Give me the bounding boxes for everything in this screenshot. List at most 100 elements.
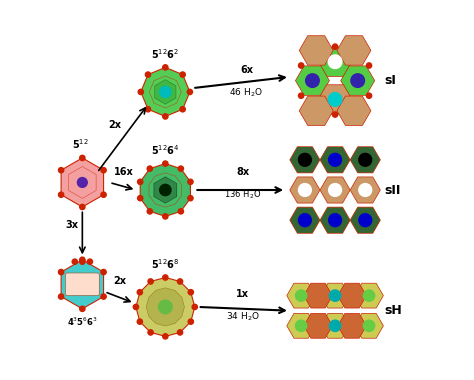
Polygon shape <box>287 283 316 308</box>
Circle shape <box>101 192 106 197</box>
Polygon shape <box>304 314 332 338</box>
Circle shape <box>328 93 342 106</box>
Polygon shape <box>290 207 320 233</box>
Polygon shape <box>350 207 380 233</box>
Circle shape <box>329 320 341 331</box>
Circle shape <box>192 304 197 310</box>
Polygon shape <box>61 260 104 309</box>
Circle shape <box>158 300 172 314</box>
Circle shape <box>328 214 341 226</box>
Polygon shape <box>350 147 380 173</box>
Polygon shape <box>140 164 191 216</box>
Text: 5$^{12}$6$^{8}$: 5$^{12}$6$^{8}$ <box>151 257 180 271</box>
Circle shape <box>137 319 143 324</box>
Polygon shape <box>299 96 333 125</box>
Text: 4$^{3}$5$^{6}$6$^{3}$: 4$^{3}$5$^{6}$6$^{3}$ <box>67 316 98 328</box>
Polygon shape <box>337 314 366 338</box>
Text: 8x: 8x <box>236 167 249 177</box>
Circle shape <box>80 204 85 210</box>
Polygon shape <box>341 66 374 95</box>
Polygon shape <box>290 147 320 173</box>
Circle shape <box>72 259 77 264</box>
Circle shape <box>77 177 87 187</box>
Circle shape <box>188 290 193 295</box>
Text: 5$^{12}$6$^{4}$: 5$^{12}$6$^{4}$ <box>151 143 180 157</box>
Circle shape <box>295 290 307 301</box>
Text: 5$^{12}$6$^{2}$: 5$^{12}$6$^{2}$ <box>151 47 180 61</box>
Polygon shape <box>355 283 383 308</box>
Circle shape <box>148 279 153 284</box>
Circle shape <box>329 290 341 301</box>
Circle shape <box>80 155 85 161</box>
Circle shape <box>101 294 106 299</box>
Text: sII: sII <box>384 184 401 196</box>
Circle shape <box>364 290 374 301</box>
Text: 16x: 16x <box>114 167 134 177</box>
Circle shape <box>58 168 64 173</box>
Circle shape <box>332 112 337 117</box>
Circle shape <box>137 179 143 184</box>
Polygon shape <box>304 283 332 308</box>
Circle shape <box>364 320 374 331</box>
Circle shape <box>366 63 372 68</box>
Circle shape <box>137 290 143 295</box>
Text: sH: sH <box>384 304 402 317</box>
Circle shape <box>160 184 171 196</box>
Circle shape <box>80 306 85 312</box>
Circle shape <box>58 294 64 299</box>
Circle shape <box>148 330 153 335</box>
Circle shape <box>163 161 168 166</box>
Polygon shape <box>136 277 195 336</box>
Circle shape <box>351 74 365 87</box>
Circle shape <box>359 154 372 166</box>
Circle shape <box>180 107 185 112</box>
Circle shape <box>147 209 153 214</box>
Circle shape <box>178 166 183 171</box>
Polygon shape <box>141 67 190 116</box>
Circle shape <box>359 184 372 196</box>
Text: 6x: 6x <box>240 65 253 75</box>
Text: 2x: 2x <box>108 120 121 130</box>
Text: sI: sI <box>384 74 396 87</box>
Polygon shape <box>155 80 176 104</box>
Text: 34 H$_2$O: 34 H$_2$O <box>226 311 260 323</box>
Circle shape <box>306 74 319 87</box>
Polygon shape <box>295 66 329 95</box>
Polygon shape <box>320 177 350 203</box>
Polygon shape <box>337 96 371 125</box>
Circle shape <box>328 55 342 68</box>
Polygon shape <box>290 177 320 203</box>
Text: 3x: 3x <box>65 220 78 230</box>
Circle shape <box>299 154 311 166</box>
Circle shape <box>366 93 372 98</box>
Circle shape <box>177 330 182 335</box>
Polygon shape <box>320 147 350 173</box>
Polygon shape <box>321 283 349 308</box>
Text: 46 H$_2$O: 46 H$_2$O <box>229 86 264 99</box>
Circle shape <box>146 72 151 77</box>
Text: 2x: 2x <box>114 276 127 286</box>
Polygon shape <box>337 36 371 65</box>
Circle shape <box>163 334 168 339</box>
Circle shape <box>163 275 168 280</box>
Circle shape <box>188 319 193 324</box>
Circle shape <box>58 269 64 275</box>
Circle shape <box>138 89 144 95</box>
Circle shape <box>178 209 183 214</box>
Polygon shape <box>355 314 383 338</box>
Circle shape <box>58 192 64 197</box>
Circle shape <box>137 196 143 201</box>
Circle shape <box>101 168 106 173</box>
Circle shape <box>295 320 307 331</box>
Polygon shape <box>146 288 184 326</box>
Text: 136 H$_2$O: 136 H$_2$O <box>224 188 261 201</box>
Polygon shape <box>154 177 177 203</box>
Circle shape <box>359 214 372 226</box>
Circle shape <box>299 93 304 98</box>
Circle shape <box>146 107 151 112</box>
Circle shape <box>328 154 341 166</box>
Circle shape <box>188 196 193 201</box>
FancyBboxPatch shape <box>65 273 100 296</box>
Circle shape <box>328 184 341 196</box>
Polygon shape <box>320 207 350 233</box>
